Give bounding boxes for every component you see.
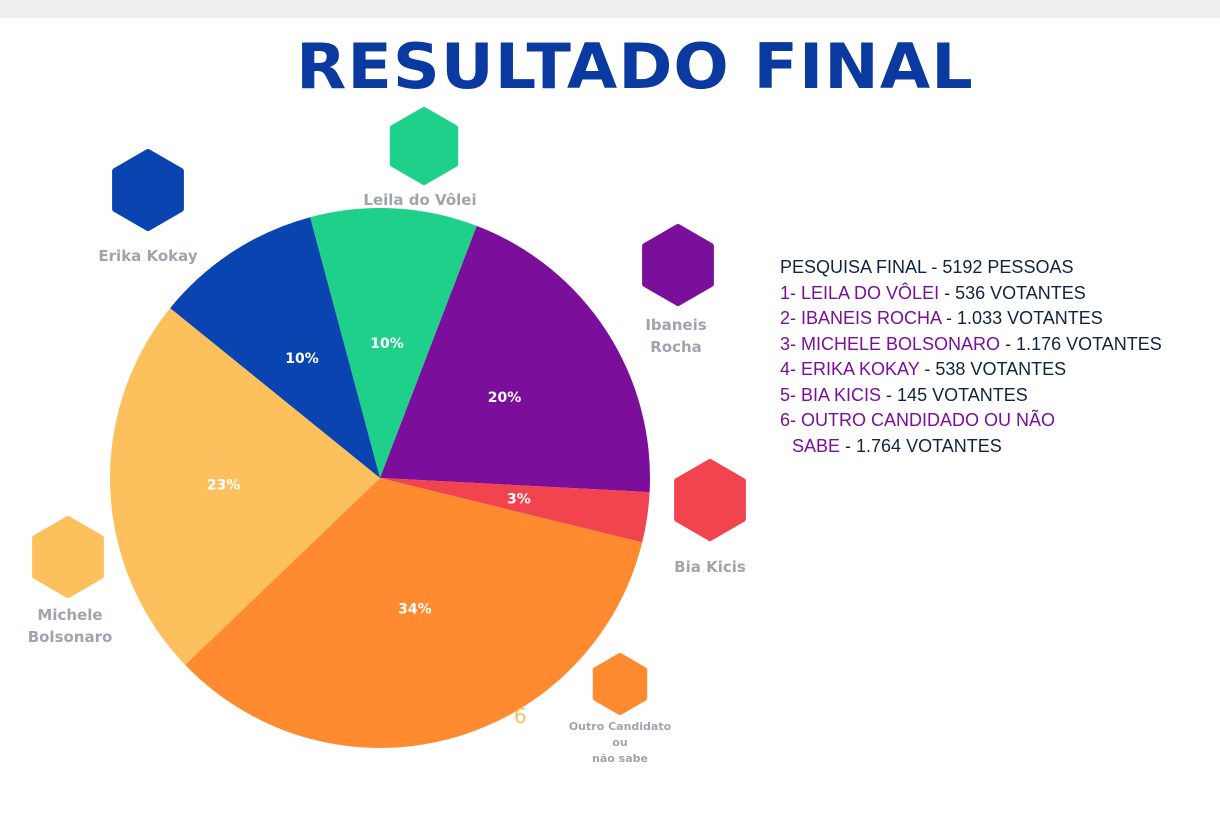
result-row: 2- IBANEIS ROCHA - 1.033 VOTANTES bbox=[780, 306, 1220, 332]
legend-label-leila: Leila do Vôlei bbox=[363, 191, 477, 209]
stray-mark: 6 bbox=[514, 704, 527, 728]
legend-hexagon-icon bbox=[32, 516, 104, 598]
result-name: 2- IBANEIS ROCHA bbox=[780, 308, 942, 328]
legend-hexagon-icon bbox=[674, 459, 746, 541]
result-row: 4- ERIKA KOKAY - 538 VOTANTES bbox=[780, 357, 1220, 383]
result-row: 5- BIA KICIS - 145 VOTANTES bbox=[780, 383, 1220, 409]
result-row: 3- MICHELE BOLSONARO - 1.176 VOTANTES bbox=[780, 332, 1220, 358]
pie-slice bbox=[185, 478, 643, 748]
legend-hexagon-icon bbox=[389, 107, 459, 185]
pie-slice bbox=[310, 208, 477, 479]
result-value: - 1.764 VOTANTES bbox=[840, 435, 1002, 456]
legend-label-outro: Outro Candidato ou não sabe bbox=[568, 720, 672, 765]
legend-hexagon-icon bbox=[642, 224, 714, 306]
legend-label-erika: Erika Kokay bbox=[98, 247, 198, 265]
result-row-last-line1: 6- OUTRO CANDIDADO OU NÃO bbox=[780, 410, 1056, 430]
pie-slice bbox=[380, 478, 650, 543]
legend-hexagon-icon bbox=[592, 653, 648, 715]
result-name: 4- ERIKA KOKAY bbox=[780, 359, 920, 379]
slice-value-label: 34% bbox=[398, 601, 432, 617]
legend-label-bia: Bia Kicis bbox=[674, 558, 746, 576]
slice-value-label: 10% bbox=[285, 351, 319, 367]
slice-value-label: 3% bbox=[507, 492, 531, 508]
results-panel: PESQUISA FINAL - 5192 PESSOAS 1- LEILA D… bbox=[780, 255, 1220, 459]
result-value: - 1.176 VOTANTES bbox=[1000, 333, 1162, 354]
slice-value-label: 20% bbox=[488, 390, 522, 406]
result-value: - 538 VOTANTES bbox=[919, 359, 1067, 379]
legend-hexagon-icon bbox=[112, 149, 184, 231]
result-name: SABE bbox=[792, 435, 841, 456]
result-value: - 536 VOTANTES bbox=[939, 282, 1086, 303]
top-bar bbox=[0, 0, 1220, 18]
slice-value-label: 23% bbox=[207, 478, 241, 494]
result-row: 1- LEILA DO VÔLEI - 536 VOTANTES bbox=[780, 281, 1220, 307]
result-value: - 1.033 VOTANTES bbox=[941, 308, 1103, 328]
results-header: PESQUISA FINAL - 5192 PESSOAS bbox=[780, 257, 1074, 277]
pie-slice bbox=[380, 225, 650, 493]
result-name: 3- MICHELE BOLSONARO bbox=[780, 333, 1001, 354]
result-row-last-line2: SABE - 1.764 VOTANTES bbox=[780, 434, 1220, 460]
legend-label-ibaneis: Ibaneis Rocha bbox=[645, 316, 707, 356]
result-name: 5- BIA KICIS bbox=[780, 384, 882, 405]
page-title: RESULTADO FINAL bbox=[296, 30, 974, 103]
result-value: - 145 VOTANTES bbox=[881, 384, 1028, 405]
pie-slice bbox=[110, 308, 380, 665]
result-name: 1- LEILA DO VÔLEI bbox=[780, 282, 940, 303]
slice-value-label: 10% bbox=[370, 336, 404, 352]
legend-label-michele: Michele Bolsonaro bbox=[27, 606, 113, 646]
pie-slice bbox=[170, 217, 380, 479]
